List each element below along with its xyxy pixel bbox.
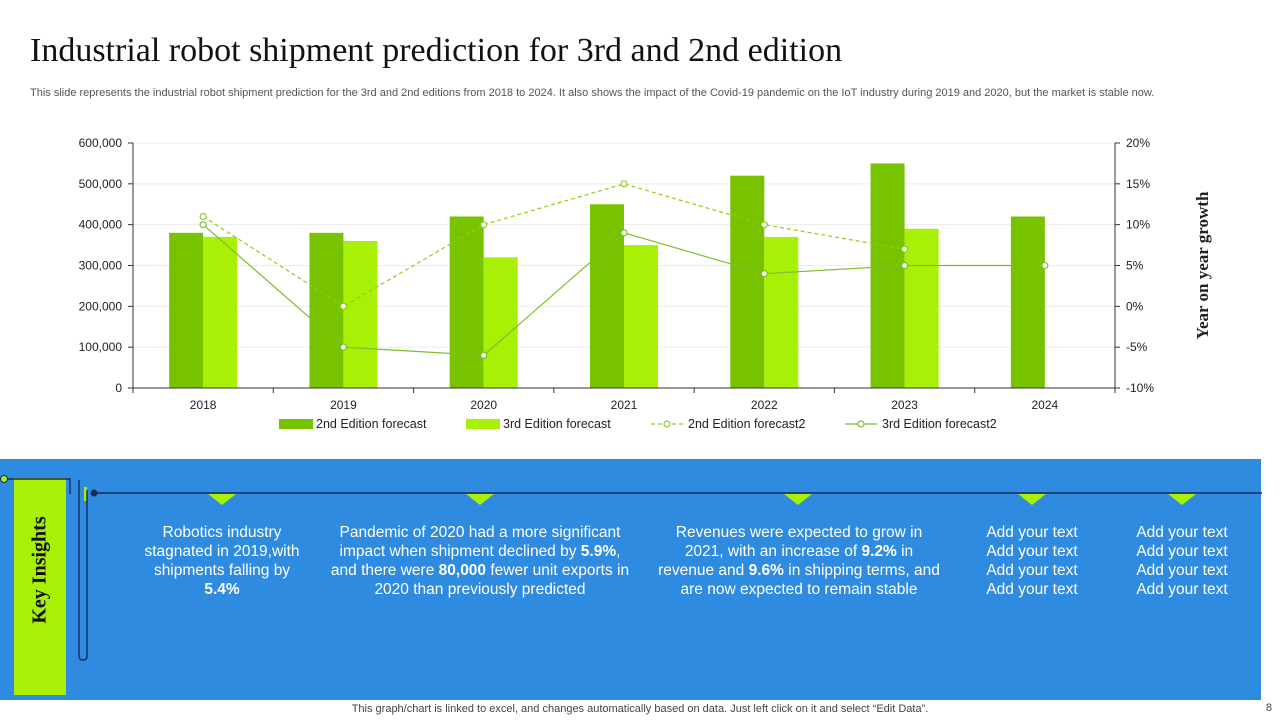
insight-1-bold: 5.4% bbox=[204, 581, 240, 598]
insight-3-text-a: Revenues were expected to grow in 2021, … bbox=[675, 524, 923, 560]
insight-3-text-b: in revenue and bbox=[658, 543, 914, 579]
line-point bbox=[760, 221, 768, 229]
bar bbox=[870, 163, 905, 388]
y-right-tick-label: -5% bbox=[1126, 340, 1148, 354]
y-right-tick-label: 10% bbox=[1126, 218, 1150, 232]
add-text-line[interactable]: Add your text bbox=[1136, 562, 1228, 579]
slide-subtitle: This slide represents the industrial rob… bbox=[30, 87, 1155, 99]
insight-1-text: Robotics industry stagnated in 2019,with… bbox=[144, 524, 300, 579]
x-tick-label: 2023 bbox=[891, 398, 918, 412]
marker-3 bbox=[784, 494, 812, 505]
timeline-accent bbox=[84, 487, 87, 501]
legend-label: 2nd Edition forecast2 bbox=[688, 417, 805, 431]
line-point bbox=[480, 221, 488, 229]
line-point bbox=[199, 212, 207, 221]
timeline-dot-start bbox=[90, 489, 98, 497]
line-point bbox=[900, 245, 909, 253]
bar bbox=[309, 232, 344, 388]
x-tick-label: 2024 bbox=[1032, 398, 1059, 412]
bar bbox=[483, 257, 518, 388]
bar bbox=[1010, 216, 1045, 388]
x-tick-label: 2021 bbox=[611, 398, 638, 412]
legend-label: 2nd Edition forecast bbox=[316, 417, 427, 431]
insight-3-bold-a: 9.2% bbox=[861, 543, 897, 560]
y-right-tick-label: 5% bbox=[1126, 259, 1144, 273]
insight-2-bold-a: 5.9% bbox=[580, 543, 617, 560]
legend-label: 3rd Edition forecast bbox=[503, 417, 611, 431]
bar bbox=[169, 232, 204, 388]
insight-2-bold-b: 80,000 bbox=[438, 562, 487, 579]
insight-3-text-c: in shipping terms, and are now expected … bbox=[680, 562, 940, 598]
timeline-bracket-dot bbox=[0, 475, 8, 483]
bar bbox=[904, 228, 939, 388]
y-right-tick-label: 0% bbox=[1126, 299, 1144, 313]
marker-5 bbox=[1168, 494, 1196, 505]
insight-col-4: Add your text Add your text Add your tex… bbox=[972, 523, 1092, 599]
line-point bbox=[620, 229, 628, 237]
line-point bbox=[1041, 261, 1049, 270]
marker-1 bbox=[208, 494, 236, 505]
y-left-tick-label: 100,000 bbox=[79, 340, 123, 354]
x-tick-label: 2020 bbox=[470, 398, 497, 412]
y-left-tick-label: 600,000 bbox=[79, 136, 123, 150]
insight-col-2: Pandemic of 2020 had a more significant … bbox=[330, 523, 630, 599]
x-tick-label: 2022 bbox=[751, 398, 778, 412]
legend-label: 3rd Edition forecast2 bbox=[882, 417, 997, 431]
bar bbox=[590, 204, 624, 388]
y-right-tick-label: 15% bbox=[1126, 177, 1150, 191]
slide-title: Industrial robot shipment prediction for… bbox=[30, 32, 843, 69]
line-point bbox=[339, 343, 348, 351]
add-text-line[interactable]: Add your text bbox=[986, 562, 1078, 579]
insight-col-3: Revenues were expected to grow in 2021, … bbox=[655, 523, 943, 599]
legend-marker bbox=[857, 420, 865, 428]
y-right-tick-label: -10% bbox=[1126, 381, 1154, 395]
series-line bbox=[202, 183, 905, 308]
legend-swatch bbox=[279, 419, 313, 429]
legend-marker bbox=[663, 420, 671, 428]
page-number: 8 bbox=[1265, 702, 1272, 714]
bar bbox=[730, 175, 765, 388]
timeline-bracket bbox=[4, 478, 88, 661]
line-point bbox=[900, 261, 909, 270]
y-right-axis-label: Year on year growth bbox=[1193, 191, 1212, 339]
marker-2 bbox=[466, 494, 494, 505]
add-text-line[interactable]: Add your text bbox=[1136, 581, 1228, 598]
y-left-tick-label: 300,000 bbox=[79, 259, 123, 273]
y-left-tick-label: 400,000 bbox=[79, 218, 123, 232]
add-text-line[interactable]: Add your text bbox=[986, 581, 1078, 598]
line-point bbox=[760, 270, 768, 278]
insight-2-text-a: Pandemic of 2020 had a more significant … bbox=[339, 524, 621, 560]
insight-col-1: Robotics industry stagnated in 2019,with… bbox=[142, 523, 302, 599]
bar bbox=[624, 245, 658, 388]
x-tick-label: 2018 bbox=[190, 398, 217, 412]
insight-3-bold-b: 9.6% bbox=[748, 562, 784, 579]
y-left-tick-label: 0 bbox=[115, 381, 122, 395]
y-right-tick-label: 20% bbox=[1126, 136, 1150, 150]
y-left-tick-label: 500,000 bbox=[79, 177, 123, 191]
line-point bbox=[480, 351, 488, 359]
legend-swatch bbox=[466, 419, 500, 429]
bar bbox=[764, 236, 799, 388]
add-text-line[interactable]: Add your text bbox=[986, 524, 1078, 541]
insights-timeline bbox=[0, 475, 1262, 661]
footer-note: This graph/chart is linked to excel, and… bbox=[351, 703, 929, 715]
x-tick-label: 2019 bbox=[330, 398, 357, 412]
add-text-line[interactable]: Add your text bbox=[986, 543, 1078, 560]
bar bbox=[449, 216, 484, 388]
bar bbox=[203, 236, 238, 388]
line-point bbox=[199, 221, 207, 229]
add-text-line[interactable]: Add your text bbox=[1136, 524, 1228, 541]
insight-2-text-b: , and there were bbox=[330, 543, 621, 579]
key-insights-tab bbox=[14, 478, 66, 695]
shipment-chart[interactable]: 0 100,000 200,000 300,000 400,000 500,000 600,… bbox=[0, 0, 1280, 460]
insight-col-5: Add your text Add your text Add your tex… bbox=[1122, 523, 1242, 599]
insight-2-text-c: fewer unit exports in 2020 than previous… bbox=[374, 562, 630, 598]
line-point bbox=[339, 302, 348, 310]
y-left-tick-label: 200,000 bbox=[79, 299, 123, 313]
key-insights-panel bbox=[0, 459, 1261, 700]
line-point bbox=[620, 180, 628, 188]
bar bbox=[343, 241, 378, 388]
marker-4 bbox=[1018, 494, 1046, 505]
add-text-line[interactable]: Add your text bbox=[1136, 543, 1228, 560]
